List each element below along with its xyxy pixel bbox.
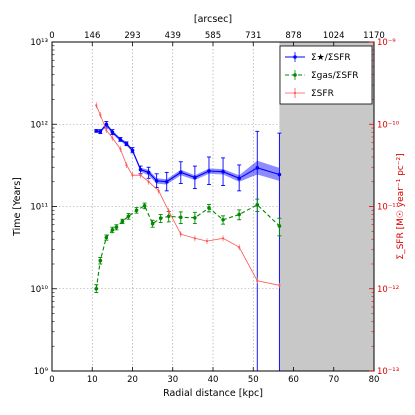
x-tick-label: 0	[49, 375, 54, 385]
y2-tick-label: 10⁻¹¹	[377, 203, 399, 213]
axes-layer: 0 10 20 30 40 50 60 70 80 0 146 293 439 585 731 878 1024…	[30, 31, 399, 385]
y2-tick-label: 10⁻¹³	[377, 367, 399, 377]
series-point	[95, 104, 98, 107]
series-point	[94, 129, 99, 133]
series-point	[131, 174, 134, 177]
top-tick-label: 585	[205, 31, 221, 41]
y2-tick-label: 10⁻¹²	[377, 285, 399, 295]
series-point	[193, 175, 197, 180]
series-point	[237, 212, 241, 217]
series-point	[139, 174, 142, 177]
series-point	[126, 214, 131, 219]
legend-label: Σ★/ΣSFR	[311, 53, 351, 63]
top-tick-label: 731	[245, 31, 261, 41]
series-point	[104, 235, 109, 240]
series-point	[193, 237, 196, 240]
top-axis-label: [arcsec]	[194, 14, 232, 25]
x-tick-label: 20	[127, 375, 138, 385]
series-point	[278, 284, 281, 287]
top-tick-label: 1170	[363, 31, 385, 41]
y2-axis-label: Σ_SFR [M☉ year⁻¹ pc⁻²]	[396, 153, 406, 259]
series-point	[179, 215, 183, 220]
series-point	[134, 208, 139, 213]
series-point	[205, 239, 209, 243]
x-tick-label: 80	[369, 375, 380, 385]
series-point	[238, 246, 241, 249]
x-tick-label: 10	[87, 375, 98, 385]
y-tick-label: 10¹⁰	[30, 285, 48, 295]
top-tick-label: 146	[84, 31, 100, 41]
series-point	[207, 206, 211, 210]
y-tick-label: 10¹¹	[30, 203, 48, 213]
series-point	[146, 170, 151, 175]
top-tick-label: 439	[165, 31, 181, 41]
series-point	[154, 179, 159, 183]
x-tick-label: 30	[167, 375, 178, 385]
y-tick-label: 10¹³	[30, 38, 48, 48]
legend-label: Σgas/ΣSFR	[311, 71, 358, 81]
legend-swatch-marker	[293, 73, 297, 77]
legend: Σ★/ΣSFR Σgas/ΣSFR ΣSFR	[279, 45, 373, 105]
top-tick-label: 293	[124, 31, 140, 41]
series-point	[256, 279, 259, 282]
series-point	[125, 163, 128, 167]
series-point	[255, 166, 260, 170]
series-point	[118, 137, 123, 142]
series-point	[94, 286, 99, 291]
series-point	[110, 130, 115, 135]
series-point	[179, 233, 182, 236]
y2-tick-label: 10⁻¹⁰	[377, 120, 400, 130]
series-point	[98, 129, 103, 134]
series-point	[221, 237, 225, 240]
series-point	[98, 258, 103, 263]
x-tick-label: 60	[288, 375, 299, 385]
top-tick-label: 878	[285, 31, 301, 41]
series-line	[95, 204, 280, 289]
series-point	[111, 136, 114, 140]
top-tick-label: 1024	[323, 31, 345, 41]
y-tick-label: 10⁹	[34, 367, 49, 377]
series-point	[255, 202, 260, 207]
series-point	[167, 209, 170, 213]
series-point	[99, 113, 102, 116]
series-layer	[94, 102, 282, 371]
legend-label: ΣSFR	[311, 89, 334, 99]
series-point	[105, 128, 108, 132]
series-point	[124, 141, 129, 146]
series-point	[104, 122, 109, 127]
y-tick-label: 10¹²	[30, 120, 48, 130]
series-point	[166, 214, 171, 219]
series-point	[277, 172, 282, 177]
series-line	[95, 105, 280, 286]
x-tick-label: 70	[328, 375, 339, 385]
series-point	[114, 225, 119, 230]
series-point	[179, 170, 183, 175]
series-point	[221, 169, 225, 174]
series-point	[158, 216, 163, 221]
series-point	[119, 147, 122, 151]
y-axis-label: Time [Years]	[12, 177, 23, 237]
series-point	[130, 148, 135, 153]
series-point	[193, 215, 197, 220]
series-point	[110, 228, 115, 232]
series-point	[164, 179, 169, 184]
series-point	[142, 203, 147, 208]
x-tick-label: 50	[248, 375, 259, 385]
series-point	[138, 167, 143, 172]
series-point	[207, 169, 211, 173]
series-point	[120, 219, 125, 224]
series-point	[147, 180, 150, 183]
series-point	[237, 176, 241, 181]
x-tick-label: 40	[208, 375, 219, 385]
legend-swatch-marker	[293, 55, 297, 59]
y2-tick-label: 10⁻⁹	[377, 38, 396, 48]
series-point	[150, 221, 155, 226]
top-tick-label: 0	[49, 31, 54, 41]
series-point	[221, 217, 225, 222]
series-point	[277, 224, 282, 228]
legend-swatch-marker	[293, 91, 297, 95]
x-axis-label: Radial distance [kpc]	[163, 388, 263, 399]
series-point	[157, 189, 160, 192]
